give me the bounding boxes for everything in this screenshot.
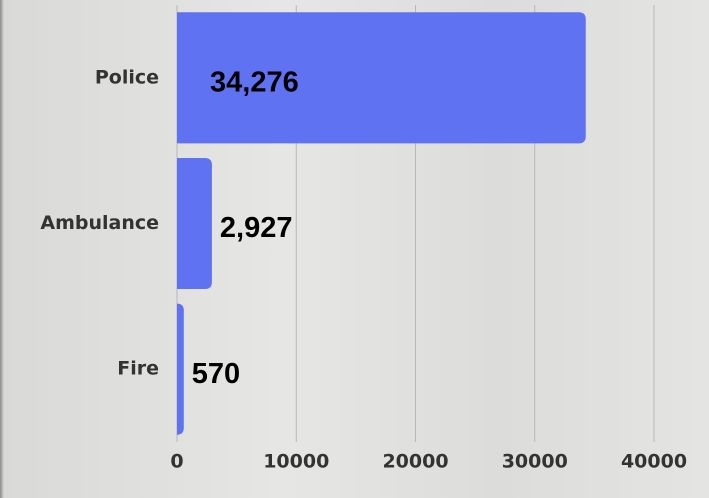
value-label: 34,276: [210, 66, 299, 98]
bar: [177, 12, 586, 144]
x-tick-label: 10000: [263, 451, 329, 473]
value-label: 2,927: [220, 212, 293, 244]
y-tick-label: Ambulance: [40, 212, 159, 234]
x-tick-label: 40000: [621, 451, 687, 473]
x-tick-label: 20000: [382, 451, 448, 473]
x-tick-label: 0: [170, 451, 183, 473]
y-tick-label: Police: [95, 66, 159, 88]
x-tick-label: 30000: [502, 451, 568, 473]
y-tick-label: Fire: [117, 358, 159, 380]
bar: [177, 157, 212, 290]
bar: [177, 303, 184, 435]
value-label: 570: [192, 358, 240, 390]
